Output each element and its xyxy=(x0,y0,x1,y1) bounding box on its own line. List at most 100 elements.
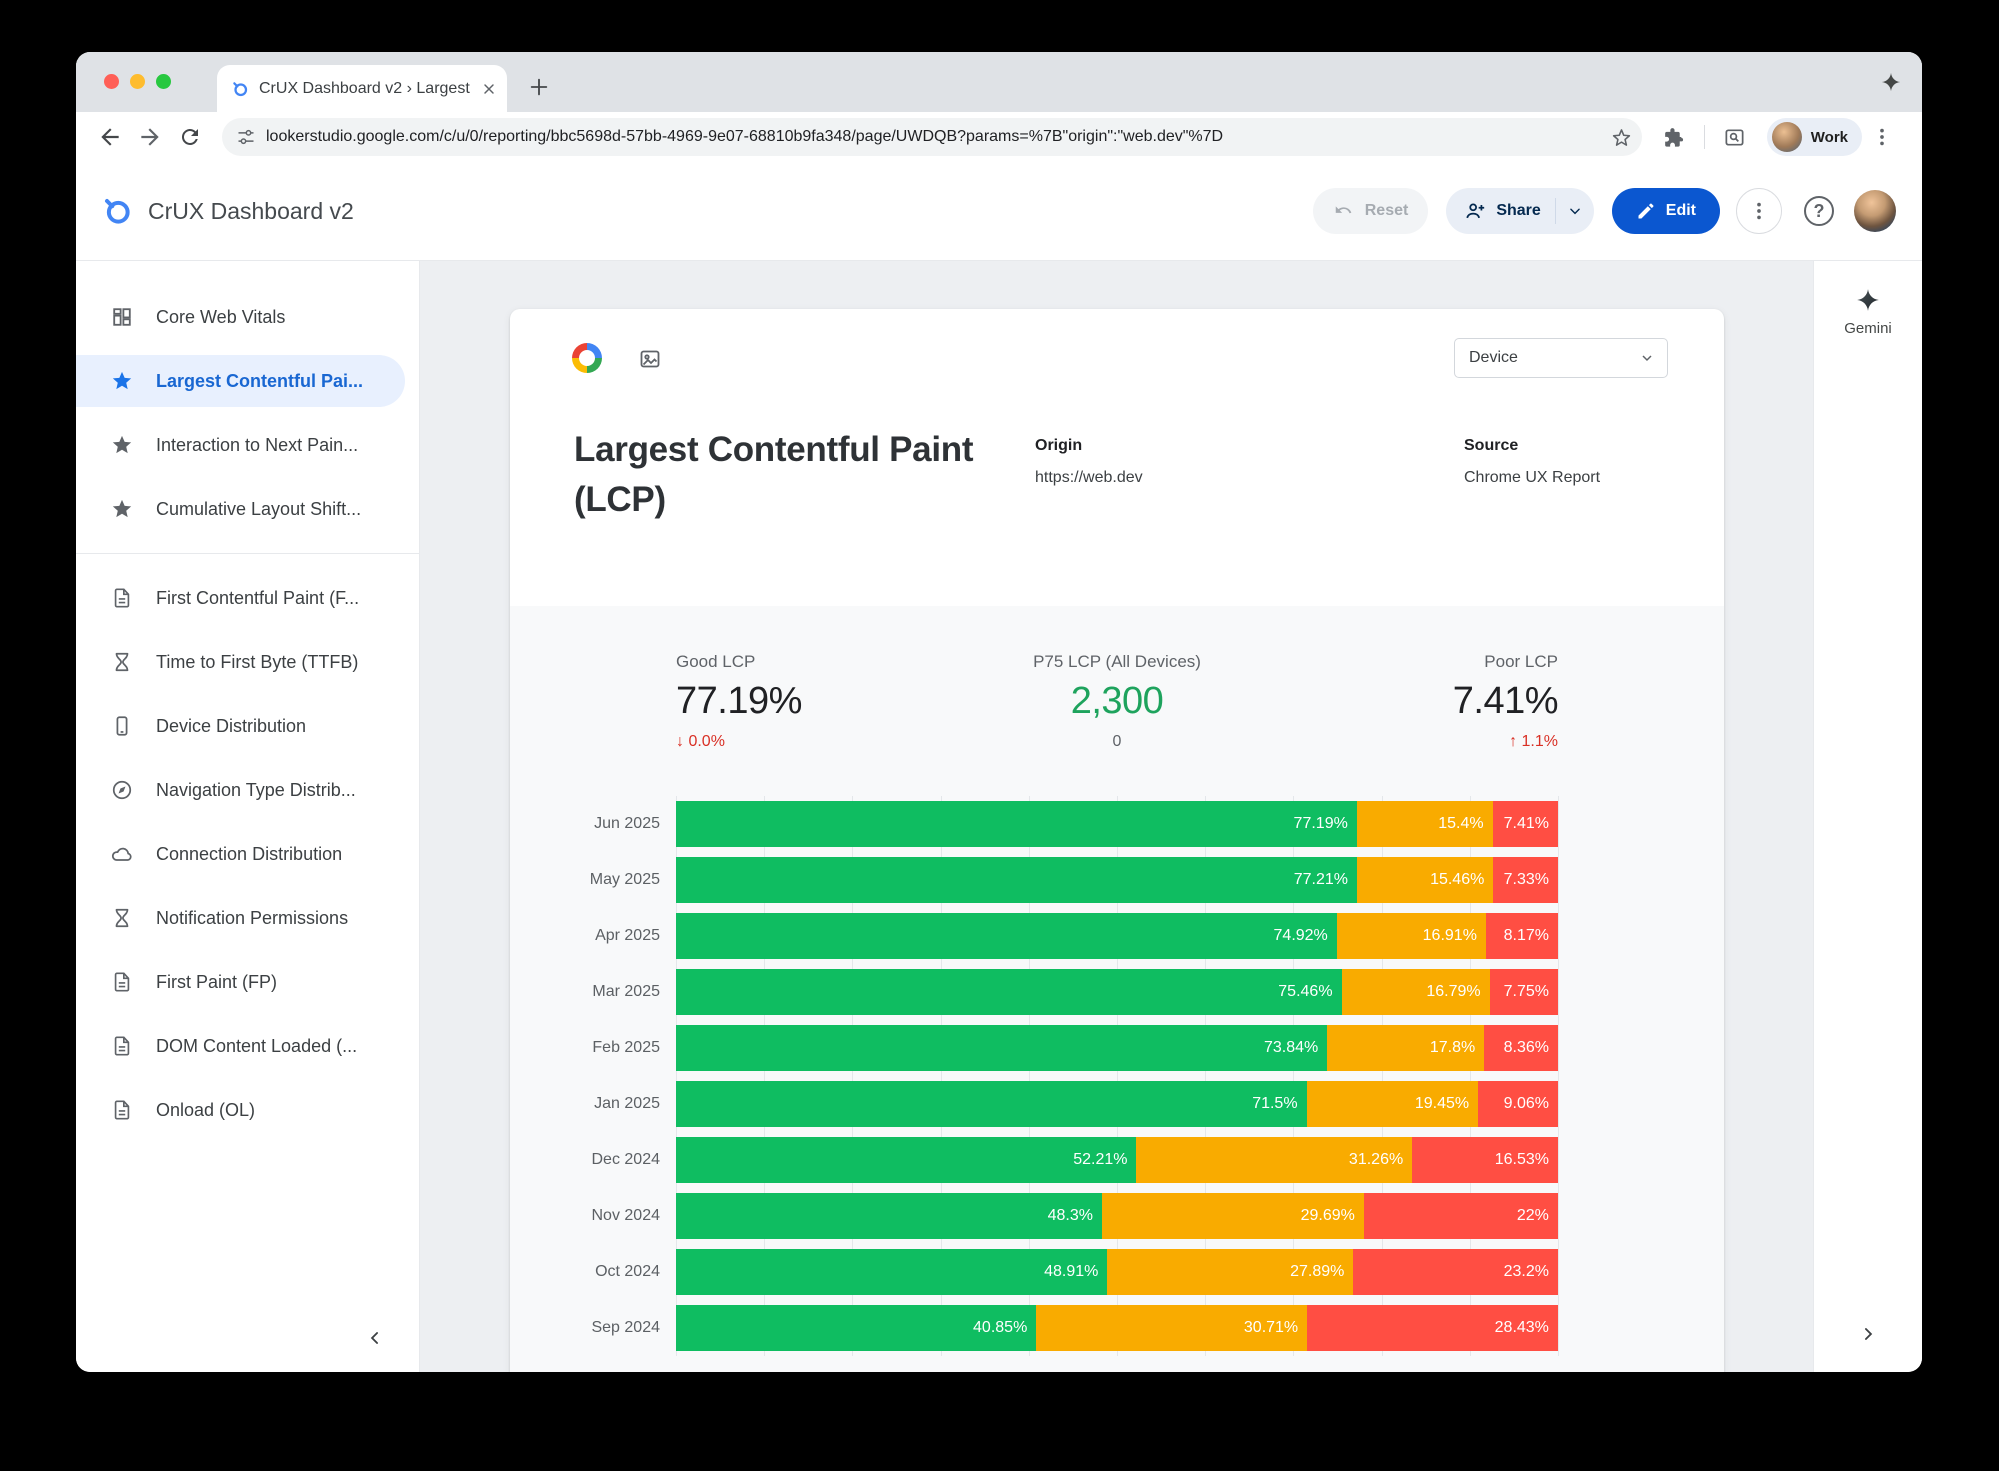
reset-button[interactable]: Reset xyxy=(1312,188,1429,234)
gemini-rail: Gemini xyxy=(1813,261,1922,1372)
minimize-button[interactable] xyxy=(130,74,145,89)
device-filter-dropdown[interactable]: Device xyxy=(1454,338,1668,378)
sidebar-item-dom-content-loaded[interactable]: DOM Content Loaded (... xyxy=(76,1014,419,1078)
bar-segment-good[interactable]: 52.21% xyxy=(676,1137,1137,1183)
bar-segment-good[interactable]: 77.21% xyxy=(676,857,1357,903)
browser-menu-icon[interactable] xyxy=(1862,117,1902,157)
bar-segment-good[interactable]: 48.91% xyxy=(676,1249,1108,1295)
sidebar-item-navigation-type-distribution[interactable]: Navigation Type Distrib... xyxy=(76,758,419,822)
chart-row: Mar 2025 75.46% 16.79% 7.75% xyxy=(510,964,1724,1020)
scorecard-delta: ↑ 1.1% xyxy=(1509,733,1558,750)
sidebar-item-label: First Paint (FP) xyxy=(156,971,278,992)
sidebar-item-largest-contentful-paint[interactable]: Largest Contentful Pai... xyxy=(76,349,419,413)
bar-segment-poor[interactable]: 7.41% xyxy=(1492,801,1558,847)
scorecards: Good LCP 77.19% ↓ 0.0% P75 LCP (All Devi… xyxy=(676,652,1559,782)
user-avatar[interactable] xyxy=(1854,190,1896,232)
sidebar-item-first-paint[interactable]: First Paint (FP) xyxy=(76,950,419,1014)
bar-value-label: 77.21% xyxy=(1293,871,1348,888)
browser-tab[interactable]: CrUX Dashboard v2 › Largest xyxy=(217,65,507,112)
bar-segment-needs-improvement[interactable]: 27.89% xyxy=(1107,1249,1354,1295)
tab-title: CrUX Dashboard v2 › Largest xyxy=(259,79,470,97)
toolbar-divider xyxy=(1703,125,1705,149)
bar-value-label: 74.92% xyxy=(1273,927,1328,944)
bar-segment-poor[interactable]: 7.75% xyxy=(1489,969,1558,1015)
sidebar-item-cumulative-layout-shift[interactable]: Cumulative Layout Shift... xyxy=(76,477,419,541)
bar-segment-good[interactable]: 40.85% xyxy=(676,1305,1037,1351)
bar-segment-needs-improvement[interactable]: 16.91% xyxy=(1336,913,1486,959)
back-button[interactable] xyxy=(90,117,130,157)
chart-row-label: Mar 2025 xyxy=(592,983,660,1000)
chart-gridlines xyxy=(676,796,1559,1356)
profile-chip[interactable]: Work xyxy=(1766,118,1862,156)
bar-segment-poor[interactable]: 23.2% xyxy=(1353,1249,1558,1295)
close-button[interactable] xyxy=(104,74,119,89)
share-button[interactable]: Share xyxy=(1446,188,1594,234)
bar-segment-poor[interactable]: 22% xyxy=(1363,1193,1558,1239)
bar-segment-needs-improvement[interactable]: 31.26% xyxy=(1136,1137,1413,1183)
bar-value-label: 22% xyxy=(1516,1207,1549,1224)
profile-avatar xyxy=(1771,122,1802,152)
bar-segment-needs-improvement[interactable]: 15.4% xyxy=(1356,801,1493,847)
bar-segment-good[interactable]: 74.92% xyxy=(676,913,1337,959)
sidebar-item-label: Connection Distribution xyxy=(156,843,343,864)
bar-segment-needs-improvement[interactable]: 17.8% xyxy=(1327,1025,1485,1071)
side-panel-search-icon[interactable] xyxy=(1715,117,1755,157)
bar-segment-needs-improvement[interactable]: 29.69% xyxy=(1102,1193,1364,1239)
bar-segment-needs-improvement[interactable]: 16.79% xyxy=(1341,969,1490,1015)
gridline xyxy=(1205,796,1207,1356)
edit-button[interactable]: Edit xyxy=(1611,188,1720,234)
bar-segment-good[interactable]: 73.84% xyxy=(676,1025,1328,1071)
site-settings-icon[interactable] xyxy=(236,127,256,147)
scorecard-good-lcp: Good LCP 77.19% ↓ 0.0% xyxy=(676,652,802,751)
bar-segment-poor[interactable]: 9.06% xyxy=(1478,1081,1558,1127)
sidebar-item-interaction-to-next-paint[interactable]: Interaction to Next Pain... xyxy=(76,413,419,477)
chart-row: Apr 2025 74.92% 16.91% 8.17% xyxy=(510,908,1724,964)
sidebar-item-connection-distribution[interactable]: Connection Distribution xyxy=(76,822,419,886)
bar-segment-good[interactable]: 48.3% xyxy=(676,1193,1102,1239)
bar-segment-poor[interactable]: 8.36% xyxy=(1484,1025,1558,1071)
gridline xyxy=(940,796,942,1356)
rail-expand-chevron[interactable] xyxy=(1850,1316,1886,1352)
bar-value-label: 8.17% xyxy=(1503,927,1549,944)
sidebar-item-device-distribution[interactable]: Device Distribution xyxy=(76,694,419,758)
gemini-sparkle-icon[interactable] xyxy=(1855,287,1881,313)
chrome-sparkle-icon[interactable] xyxy=(1880,71,1902,93)
url-bar[interactable]: lookerstudio.google.com/c/u/0/reporting/… xyxy=(222,118,1642,156)
sidebar-item-notification-permissions[interactable]: Notification Permissions xyxy=(76,886,419,950)
bar-segment-good[interactable]: 75.46% xyxy=(676,969,1342,1015)
looker-studio-logo[interactable] xyxy=(102,196,132,226)
gridline xyxy=(1558,796,1559,1356)
help-icon[interactable]: ? xyxy=(1804,196,1834,226)
new-tab-button[interactable] xyxy=(523,71,555,103)
tab-close-icon[interactable] xyxy=(481,81,497,97)
chart-row: Oct 2024 48.91% 27.89% 23.2% xyxy=(510,1244,1724,1300)
reload-button[interactable] xyxy=(170,117,210,157)
bookmark-star-icon[interactable] xyxy=(1611,127,1632,148)
sidebar-item-core-web-vitals[interactable]: Core Web Vitals xyxy=(76,285,419,349)
dashboard-icon xyxy=(110,305,134,329)
bar-segment-needs-improvement[interactable]: 19.45% xyxy=(1306,1081,1479,1127)
app-title: CrUX Dashboard v2 xyxy=(148,197,354,224)
bar-segment-poor[interactable]: 8.17% xyxy=(1485,913,1558,959)
document-icon xyxy=(110,1098,134,1122)
sidebar-collapse-chevron[interactable] xyxy=(357,1320,393,1356)
gridline xyxy=(1117,796,1118,1356)
share-dropdown-caret[interactable] xyxy=(1556,204,1594,218)
sidebar-item-label: Device Distribution xyxy=(156,715,307,736)
sidebar-item-onload[interactable]: Onload (OL) xyxy=(76,1078,419,1142)
bar-segment-poor[interactable]: 28.43% xyxy=(1307,1305,1558,1351)
bar-segment-needs-improvement[interactable]: 30.71% xyxy=(1036,1305,1308,1351)
extensions-puzzle-icon[interactable] xyxy=(1654,117,1694,157)
sidebar-item-time-to-first-byte[interactable]: Time to First Byte (TTFB) xyxy=(76,630,419,694)
bar-segment-needs-improvement[interactable]: 15.46% xyxy=(1356,857,1494,903)
chart-row-label: Apr 2025 xyxy=(595,927,660,944)
stacked-bar: 40.85% 30.71% 28.43% xyxy=(676,1305,1558,1351)
bar-segment-poor[interactable]: 7.33% xyxy=(1493,857,1558,903)
zoom-button[interactable] xyxy=(156,74,171,89)
sidebar-item-first-contentful-paint[interactable]: First Contentful Paint (F... xyxy=(76,566,419,630)
bar-segment-good[interactable]: 77.19% xyxy=(676,801,1357,847)
bar-segment-good[interactable]: 71.5% xyxy=(676,1081,1307,1127)
bar-segment-poor[interactable]: 16.53% xyxy=(1412,1137,1558,1183)
forward-button[interactable] xyxy=(130,117,170,157)
more-options-button[interactable] xyxy=(1736,188,1782,234)
